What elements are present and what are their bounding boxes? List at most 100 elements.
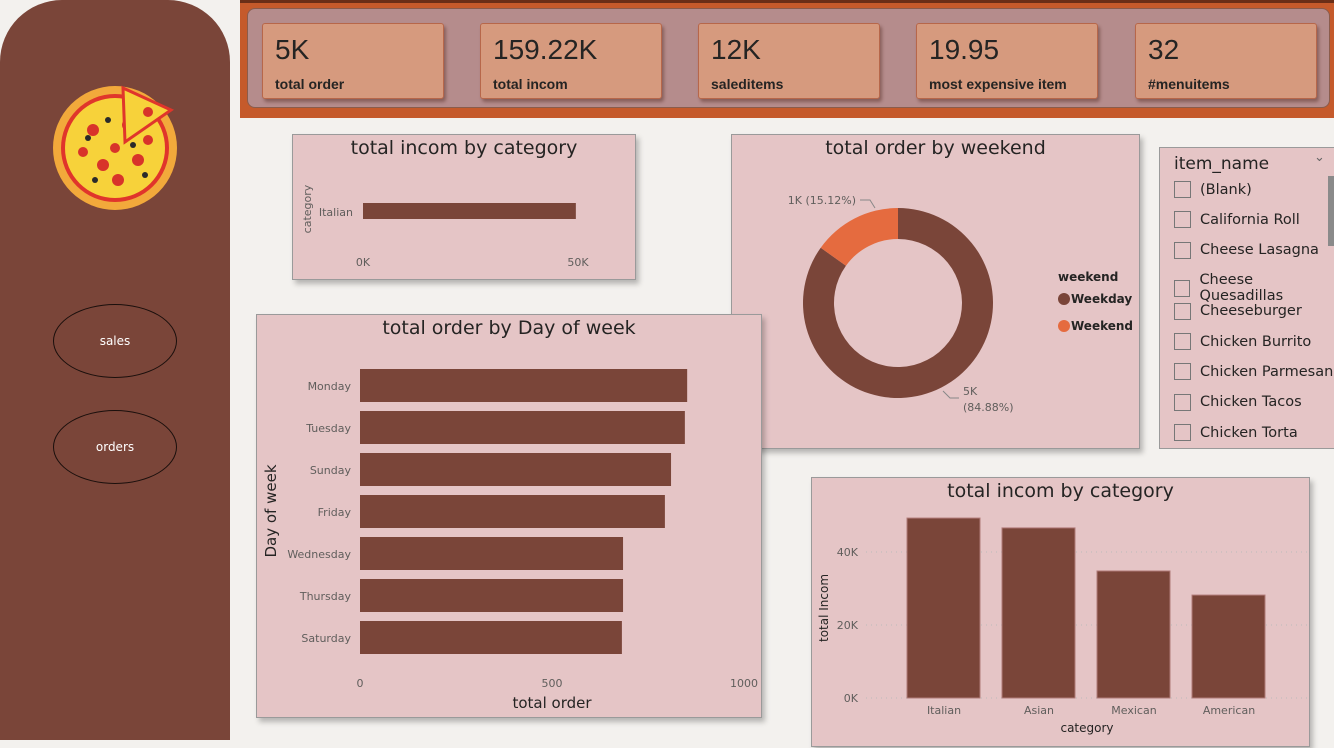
x-tick-label: 1000 <box>730 677 758 690</box>
data-label: 1K (15.12%) <box>788 194 856 207</box>
checkbox[interactable] <box>1174 393 1191 411</box>
chart-title: total incom by category <box>947 480 1174 502</box>
checkbox[interactable] <box>1174 424 1191 442</box>
bar <box>1191 594 1266 699</box>
kpi-label: most expensive item <box>929 76 1067 92</box>
kpi-label: total order <box>275 76 345 92</box>
slicer-title: item_name <box>1174 154 1270 174</box>
kpi-label: total incom <box>493 76 568 92</box>
category-label: Friday <box>318 506 352 519</box>
checkbox[interactable] <box>1174 241 1191 259</box>
checkbox[interactable] <box>1174 211 1191 229</box>
bar <box>363 203 576 219</box>
slicer-item[interactable]: Cheeseburger <box>1174 302 1302 320</box>
x-axis-label: total order <box>512 694 592 712</box>
bar <box>360 621 622 654</box>
slicer-item[interactable]: Chicken Parmesan <box>1174 363 1334 381</box>
y-axis-label: category <box>301 184 314 233</box>
bar <box>360 369 688 402</box>
chevron-down-icon[interactable]: ⌄ <box>1314 150 1325 165</box>
slicer-item-label: Cheese Quesadillas <box>1199 272 1284 305</box>
category-label: Italian <box>319 206 353 219</box>
bar <box>360 453 672 486</box>
x-axis-label: category <box>1060 721 1113 735</box>
kpi-label: saleditems <box>711 76 784 92</box>
category-label: Mexican <box>1111 704 1156 717</box>
kpi-value: 19.95 <box>929 34 1000 65</box>
legend-label: Weekend <box>1071 319 1133 333</box>
leader-line <box>942 390 959 399</box>
bar <box>360 411 685 444</box>
kpi-value: 159.22K <box>493 34 598 65</box>
chart-title: total incom by category <box>350 137 578 159</box>
kpi-value: 32 <box>1148 34 1180 65</box>
category-label: Wednesday <box>287 548 351 561</box>
slicer-item[interactable]: Cheese Lasagna <box>1174 241 1319 259</box>
bar <box>360 495 665 528</box>
kpi-card-total-incom: 159.22K total incom <box>480 23 662 99</box>
category-label: Sunday <box>310 464 352 477</box>
slicer-item[interactable]: California Roll <box>1174 211 1300 229</box>
category-label: Asian <box>1024 704 1054 717</box>
slicer-item-label: (Blank) <box>1200 181 1252 198</box>
category-label: Italian <box>927 704 961 717</box>
y-tick-label: 20K <box>837 619 859 632</box>
legend-marker <box>1058 293 1070 305</box>
chart-title: total order by Day of week <box>382 317 636 339</box>
slicer-item-label: Chicken Parmesan <box>1200 363 1334 380</box>
orders-by-weekend-chart[interactable]: total order by weekend 1K (15.12%) 5K (84.… <box>731 134 1140 449</box>
slicer-scrollbar[interactable] <box>1328 176 1334 246</box>
kpi-card-menuitems: 32 #menuitems <box>1135 23 1317 99</box>
checkbox[interactable] <box>1174 302 1191 320</box>
chart-title: total order by weekend <box>825 137 1046 159</box>
y-tick-label: 0K <box>844 692 859 705</box>
slicer-item[interactable]: Cheese Quesadillas <box>1174 272 1334 304</box>
kpi-header: 5K total order 159.22K total incom 12K sale… <box>240 0 1334 118</box>
slicer-item-label: Chicken Torta <box>1200 424 1298 441</box>
x-tick-label: 0 <box>357 677 364 690</box>
bar <box>360 579 624 612</box>
income-by-category-small-chart[interactable]: total incom by category category Italian 0… <box>292 134 636 280</box>
legend-title: weekend <box>1058 270 1118 284</box>
slicer-item-label: Cheese Lasagna <box>1200 242 1319 259</box>
orders-by-day-chart[interactable]: total order by Day of week Monday Tuesday… <box>256 314 762 718</box>
slicer-item-label: Cheeseburger <box>1200 303 1302 320</box>
bar <box>360 537 624 570</box>
sidebar: sales orders <box>0 0 230 740</box>
slicer-item-label: Chicken Tacos <box>1200 394 1302 411</box>
x-tick-label: 50K <box>567 256 589 269</box>
item-name-slicer[interactable]: item_name ⌄ (Blank) California Roll Cheese… <box>1159 147 1334 449</box>
slicer-item-label: California Roll <box>1200 211 1300 228</box>
kpi-card-total-order: 5K total order <box>262 23 444 99</box>
kpi-card-saleditems: 12K saleditems <box>698 23 880 99</box>
checkbox[interactable] <box>1174 279 1191 297</box>
data-label: (84.88%) <box>963 401 1014 414</box>
data-label: 5K <box>963 385 978 398</box>
bar <box>1096 570 1171 699</box>
slicer-item[interactable]: Chicken Tacos <box>1174 393 1302 411</box>
orders-button[interactable]: orders <box>53 410 177 484</box>
income-by-category-chart[interactable]: total incom by category 0K 20K 40K Italian A… <box>811 477 1310 747</box>
sales-button[interactable]: sales <box>53 304 177 378</box>
checkbox[interactable] <box>1174 181 1191 198</box>
slicer-item-label: Chicken Burrito <box>1200 333 1312 350</box>
x-tick-label: 0K <box>356 256 371 269</box>
checkbox[interactable] <box>1174 333 1191 350</box>
legend-label: Weekday <box>1071 292 1132 306</box>
x-tick-label: 500 <box>542 677 563 690</box>
slicer-item[interactable]: Chicken Burrito <box>1174 333 1311 350</box>
checkbox[interactable] <box>1174 363 1191 381</box>
kpi-value: 12K <box>711 34 761 65</box>
category-label: Saturday <box>301 632 351 645</box>
slicer-item[interactable]: (Blank) <box>1174 181 1252 198</box>
y-tick-label: 40K <box>837 546 859 559</box>
kpi-card-most-expensive: 19.95 most expensive item <box>916 23 1098 99</box>
legend-marker <box>1058 320 1070 332</box>
pizza-logo-icon <box>53 85 177 210</box>
category-label: Thursday <box>299 590 352 603</box>
slice-weekday <box>803 208 993 398</box>
kpi-value: 5K <box>275 34 310 65</box>
bar <box>906 517 981 699</box>
y-axis-label: total Incom <box>817 574 831 642</box>
slicer-item[interactable]: Chicken Torta <box>1174 424 1298 442</box>
